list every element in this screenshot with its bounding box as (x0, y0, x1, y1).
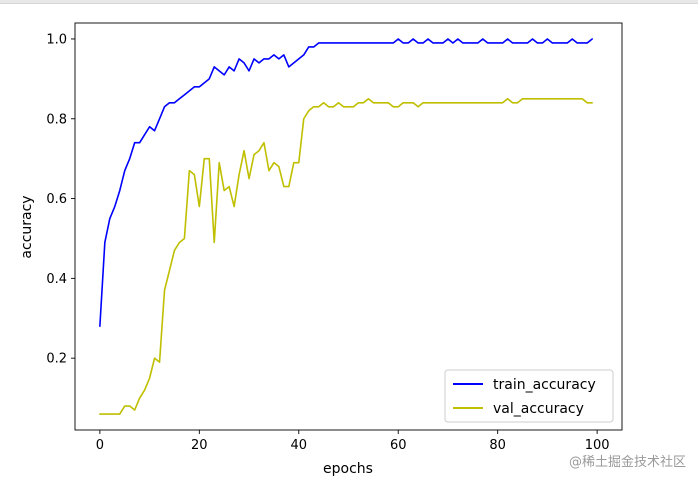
y-tick-label: 0.2 (46, 352, 67, 367)
x-tick-label: 80 (489, 438, 506, 453)
y-tick-label: 0.8 (46, 112, 67, 127)
x-tick-label: 0 (96, 438, 104, 453)
series-lines (99, 38, 593, 415)
watermark: @稀土掘金技术社区 (569, 454, 686, 470)
x-tick-label: 40 (290, 438, 307, 453)
y-axis-ticks: 0.2 0.4 0.6 0.8 1.0 (46, 32, 75, 367)
y-tick-label: 0.4 (46, 272, 67, 287)
top-border (0, 0, 698, 4)
series-line-train-accuracy (99, 38, 593, 328)
y-tick-label: 1.0 (46, 32, 67, 47)
legend-label-val: val_accuracy (493, 401, 584, 417)
series-line-val-accuracy (99, 98, 593, 415)
legend-box (444, 369, 614, 423)
x-tick-label: 100 (585, 438, 610, 453)
legend: train_accuracy val_accuracy (444, 369, 614, 423)
y-axis-label: accuracy (19, 195, 35, 258)
legend-label-train: train_accuracy (493, 377, 596, 393)
plot-area (75, 23, 622, 430)
x-axis-ticks: 0 20 40 60 80 100 (96, 430, 610, 453)
y-tick-label: 0.6 (46, 192, 67, 207)
x-axis-label: epochs (323, 461, 373, 477)
plot-frame (74, 22, 623, 431)
x-tick-label: 20 (191, 438, 208, 453)
x-tick-label: 60 (390, 438, 407, 453)
